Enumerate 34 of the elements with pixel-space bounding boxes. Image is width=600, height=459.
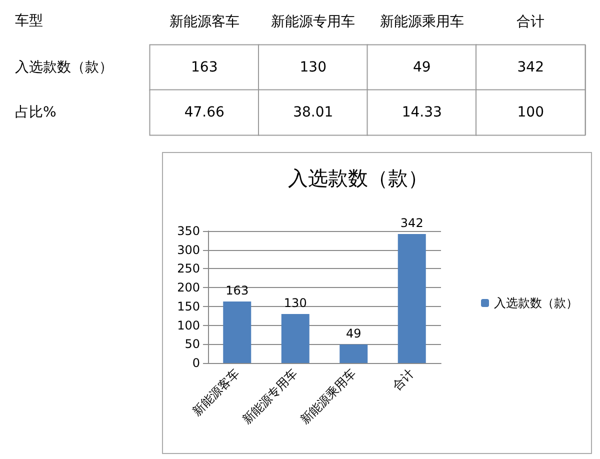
y-tick-label: 300 [177,242,200,257]
legend-label: 入选款数（款） [494,296,578,310]
bar [281,314,310,363]
x-tick-label: 新能源专用车 [271,14,356,30]
x-axis-title: 车型 [15,13,43,29]
data-label: 163 [226,284,249,298]
data-label: 49 [346,326,362,341]
data-label: 342 [517,60,544,76]
data-label: 100 [517,104,544,120]
data-label: 49 [412,60,431,76]
data-label: 342 [400,216,424,230]
data-label: 14.33 [402,104,442,120]
data-label: 130 [300,60,326,76]
chart-title: 入选款数（款） [288,166,428,190]
y-tick-label: 100 [177,318,200,332]
x-tick-label: 合计 [390,366,417,393]
data-label: 163 [191,60,218,76]
data-label: 47.66 [184,104,224,120]
x-tick-label: 新能源专用车 [240,366,300,427]
bar [223,302,252,363]
x-tick-label: 新能源客车 [169,14,240,30]
y-tick-label: 350 [177,224,200,238]
x-tick-label: 合计 [516,14,545,30]
data-label: 38.01 [293,104,334,120]
y-tick-label: 50 [184,337,200,352]
data-label: 130 [284,296,307,310]
x-tick-label: 新能源乘用车 [298,366,359,427]
y-tick-label: 200 [177,280,200,295]
y-tick-label: 250 [177,262,200,276]
y-tick-label: 150 [177,299,200,314]
bar [398,234,426,363]
bar [340,344,368,363]
x-tick-label: 新能源乘用车 [380,14,464,30]
y-tick-label: 占比% [15,104,56,120]
